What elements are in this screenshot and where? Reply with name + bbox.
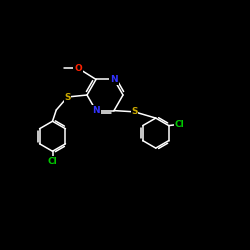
Text: O: O xyxy=(74,64,82,73)
Text: N: N xyxy=(92,106,100,115)
Text: Cl: Cl xyxy=(174,120,184,129)
Text: N: N xyxy=(110,75,118,84)
Text: S: S xyxy=(64,92,71,102)
Text: S: S xyxy=(131,107,138,116)
Text: Cl: Cl xyxy=(48,157,58,166)
